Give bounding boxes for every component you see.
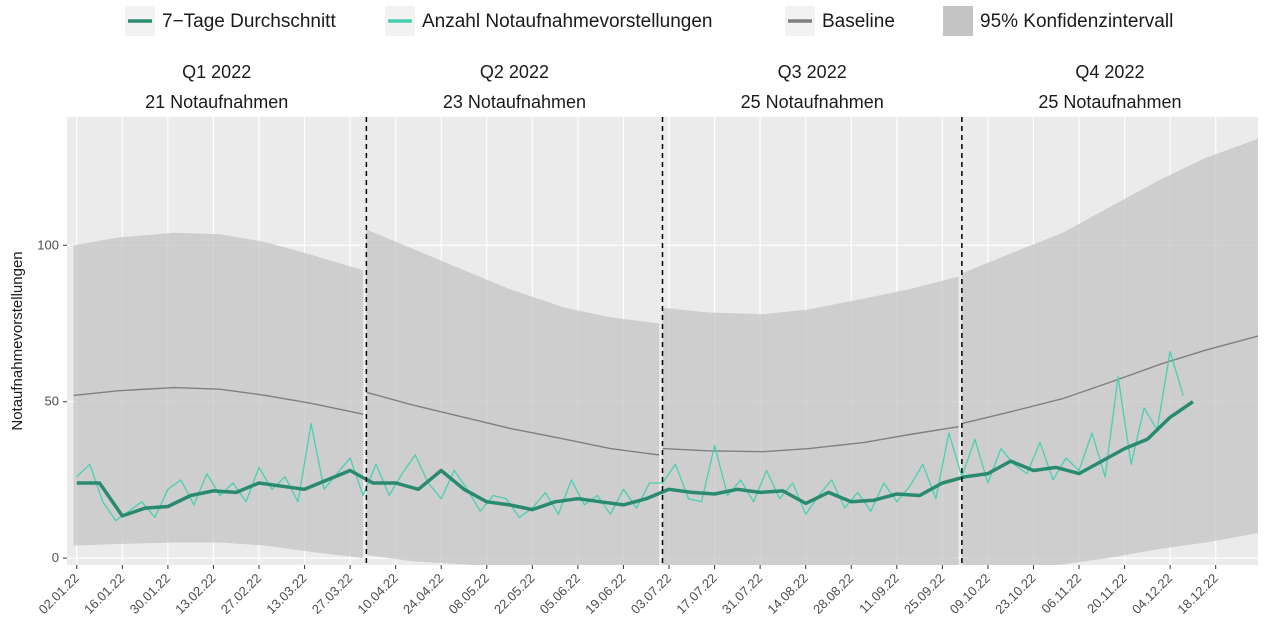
x-tick-label: 23.10.22 xyxy=(992,571,1038,617)
x-tick-label: 08.05.22 xyxy=(446,571,492,617)
baseline-line xyxy=(73,386,364,415)
y-axis-label: Notaufnahmevorstellungen xyxy=(9,251,26,430)
x-tick-label: 09.10.22 xyxy=(947,571,993,617)
x-tick-label: 13.02.22 xyxy=(172,571,218,617)
quarter-label: Q1 2022 xyxy=(182,62,251,82)
x-tick-label: 20.11.22 xyxy=(1084,571,1130,617)
legend-swatch xyxy=(943,6,973,36)
quarter-label: Q3 2022 xyxy=(778,62,847,82)
plot-area xyxy=(67,117,1258,565)
quarter-count: 25 Notaufnahmen xyxy=(1038,92,1181,112)
x-tick-label: 27.03.22 xyxy=(309,571,355,617)
legend-label: 95% Konfidenzintervall xyxy=(980,11,1173,32)
x-tick-label: 13.03.22 xyxy=(263,571,309,617)
x-tick-label: 22.05.22 xyxy=(491,571,537,617)
quarter-count: 23 Notaufnahmen xyxy=(443,92,586,112)
confidence-band xyxy=(961,138,1258,565)
x-tick-label: 31.07.22 xyxy=(719,571,765,617)
quarter-label: Q2 2022 xyxy=(480,62,549,82)
confidence-band xyxy=(73,232,364,559)
x-tick-label: 25.09.22 xyxy=(901,571,947,617)
quarter-label: Q4 2022 xyxy=(1075,62,1144,82)
x-tick-label: 19.06.22 xyxy=(582,571,628,617)
x-tick-label: 17.07.22 xyxy=(673,571,719,617)
confidence-band xyxy=(366,229,660,565)
x-tick-label: 02.01.22 xyxy=(35,571,81,617)
quarter-count: 25 Notaufnahmen xyxy=(741,92,884,112)
x-tick-label: 27.02.22 xyxy=(218,571,264,617)
x-tick-label: 28.08.22 xyxy=(810,571,856,617)
baseline-line xyxy=(961,335,1258,425)
series-line xyxy=(76,400,1194,518)
x-tick-label: 30.01.22 xyxy=(127,571,173,617)
baseline-line xyxy=(366,391,660,456)
x-tick-label: 11.09.22 xyxy=(856,571,902,617)
legend-label: Baseline xyxy=(822,11,895,32)
x-tick-label: 10.04.22 xyxy=(354,571,400,617)
x-tick-label: 06.11.22 xyxy=(1038,571,1084,617)
x-tick-label: 14.08.22 xyxy=(764,571,810,617)
quarter-count: 21 Notaufnahmen xyxy=(145,92,288,112)
series-line xyxy=(76,350,1184,522)
x-tick-label: 16.01.22 xyxy=(81,571,127,617)
x-tick-label: 03.07.22 xyxy=(628,571,674,617)
x-tick-label: 04.12.22 xyxy=(1129,571,1175,617)
legend-label: 7−Tage Durchschnitt xyxy=(162,11,336,32)
y-tick-label: 50 xyxy=(45,394,59,409)
baseline-line xyxy=(662,426,959,453)
legend-label: Anzahl Notaufnahmevorstellungen xyxy=(422,11,712,32)
x-tick-label: 05.06.22 xyxy=(537,571,583,617)
y-tick-label: 0 xyxy=(52,550,59,565)
x-tick-label: 18.12.22 xyxy=(1174,571,1220,617)
confidence-band xyxy=(662,276,959,565)
x-tick-label: 24.04.22 xyxy=(400,571,446,617)
y-tick-label: 100 xyxy=(37,237,59,252)
